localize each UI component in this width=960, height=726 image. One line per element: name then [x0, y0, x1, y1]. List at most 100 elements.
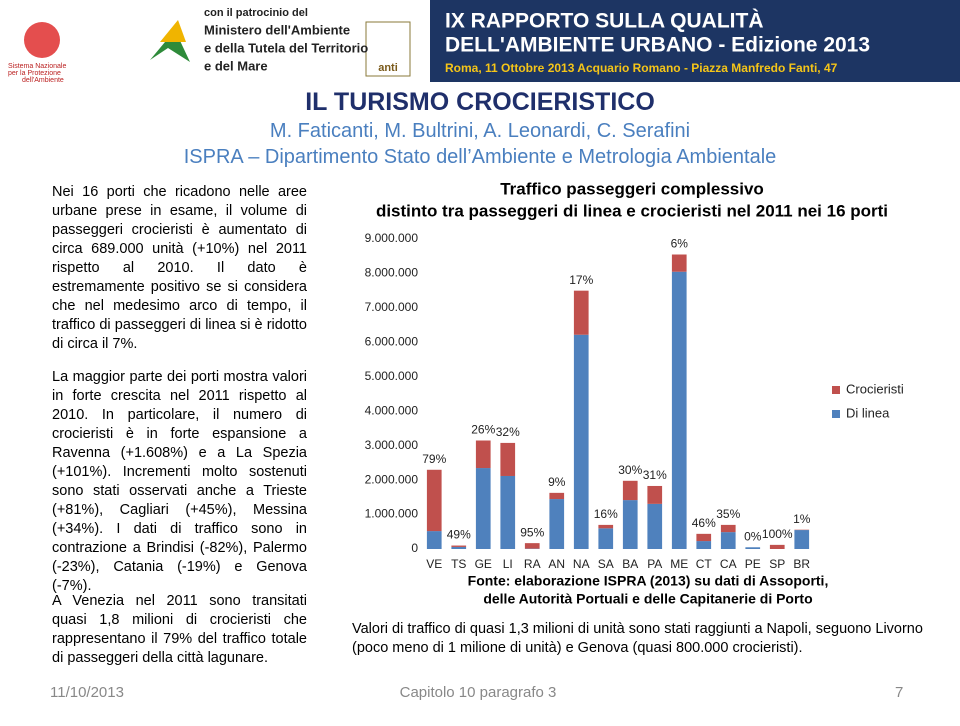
legend-swatch — [832, 386, 840, 394]
patronage: e del Mare — [204, 58, 268, 73]
bar-segment — [475, 440, 491, 469]
bar-segment — [647, 503, 663, 549]
bar-segment — [598, 528, 614, 549]
x-tick-label: NA — [573, 557, 590, 571]
chart-title: Traffico passeggeri complessivo — [500, 179, 764, 198]
bar-segment — [573, 290, 589, 335]
logo — [150, 30, 190, 62]
x-tick-label: PA — [647, 557, 662, 571]
y-tick-label: 5.000.000 — [365, 369, 419, 383]
logo-text: Sistema Nazionale — [8, 63, 66, 70]
x-tick-label: AN — [548, 557, 565, 571]
bar-segment — [500, 475, 516, 549]
percent-label: 6% — [671, 237, 689, 251]
bar-segment — [696, 541, 712, 549]
footer-section: Capitolo 10 paragrafo 3 — [400, 684, 557, 701]
legend-swatch — [832, 410, 840, 418]
y-tick-label: 9.000.000 — [365, 231, 419, 245]
bar-segment — [524, 543, 540, 549]
percent-label: 30% — [618, 463, 642, 477]
bar-segment — [769, 544, 785, 549]
bar-segment — [451, 545, 467, 547]
y-tick-label: 8.000.000 — [365, 266, 419, 280]
percent-label: 9% — [548, 475, 566, 489]
percent-label: 31% — [643, 468, 667, 482]
paragraph: Nei 16 porti che ricadono nelle aree urb… — [52, 184, 307, 352]
x-tick-label: VE — [426, 557, 442, 571]
y-tick-label: 7.000.000 — [365, 300, 419, 314]
legend-label: Di linea — [846, 405, 890, 420]
bar-segment — [696, 533, 712, 542]
percent-label: 100% — [762, 527, 793, 541]
bar-segment — [647, 485, 663, 504]
logo — [24, 22, 60, 58]
footer-date: 11/10/2013 — [50, 684, 124, 701]
x-tick-label: TS — [451, 557, 466, 571]
percent-label: 32% — [496, 425, 520, 439]
bar-segment — [622, 480, 638, 501]
bar-segment — [622, 500, 638, 549]
x-tick-label: BA — [622, 557, 638, 571]
x-tick-label: BR — [793, 557, 810, 571]
patronage: e della Tutela del Territorio — [204, 40, 368, 55]
bar-segment — [671, 271, 687, 549]
percent-label: 79% — [422, 452, 446, 466]
bar-segment — [720, 524, 736, 533]
percent-label: 35% — [716, 507, 740, 521]
x-tick-label: CA — [720, 557, 737, 571]
y-tick-label: 6.000.000 — [365, 335, 419, 349]
patronage: Ministero dell'Ambiente — [204, 22, 350, 37]
percent-label: 17% — [569, 273, 593, 287]
banner — [430, 0, 960, 82]
x-tick-label: LI — [503, 557, 513, 571]
bar-segment — [549, 499, 565, 549]
percent-label: 95% — [520, 525, 544, 539]
title: IL TURISMO CROCIERISTICO — [305, 88, 655, 116]
bar-segment — [475, 468, 491, 549]
logo-text: per la Protezione — [8, 70, 61, 77]
bar-segment — [573, 334, 589, 549]
bar-segment — [451, 546, 467, 549]
paragraph: A Venezia nel 2011 sono transitati quasi… — [52, 593, 307, 666]
y-tick-label: 0 — [411, 541, 418, 555]
paragraph: La maggior parte dei porti mostra valori… — [52, 369, 307, 594]
bar-segment — [745, 547, 761, 549]
y-tick-label: 3.000.000 — [365, 438, 419, 452]
logo-text: dell'Ambiente — [22, 77, 64, 84]
bar-segment — [794, 530, 810, 549]
bar-segment — [720, 532, 736, 549]
source: delle Autorità Portuali e delle Capitane… — [483, 591, 812, 607]
banner-title: DELL'AMBIENTE URBANO - Edizione 2013 — [445, 34, 870, 57]
affiliation: ISPRA – Dipartimento Stato dell’Ambiente… — [183, 146, 777, 168]
y-tick-label: 1.000.000 — [365, 507, 419, 521]
legend-label: Crocieristi — [846, 381, 904, 396]
bar-segment — [671, 254, 687, 272]
bar-segment — [549, 492, 565, 500]
footer-page: 7 — [895, 684, 903, 701]
percent-label: 49% — [447, 528, 471, 542]
percent-label: 46% — [692, 516, 716, 530]
logo — [160, 20, 186, 42]
chart-subtitle: distinto tra passeggeri di linea e croci… — [376, 201, 888, 220]
source: Fonte: elaborazione ISPRA (2013) su dati… — [468, 573, 829, 589]
banner-title: IX RAPPORTO SULLA QUALITÀ — [445, 10, 764, 33]
logo-text: anti — [378, 62, 398, 74]
bar-segment — [426, 469, 442, 532]
x-tick-label: PE — [745, 557, 761, 571]
x-tick-label: CT — [696, 557, 713, 571]
logo — [365, 21, 411, 77]
authors: M. Faticanti, M. Bultrini, A. Leonardi, … — [269, 120, 691, 142]
bar-segment — [500, 442, 516, 476]
patronage: con il patrocinio del — [204, 7, 308, 19]
percent-label: 26% — [471, 423, 495, 437]
x-tick-label: ME — [670, 557, 688, 571]
x-tick-label: SA — [598, 557, 614, 571]
banner-subtitle: Roma, 11 Ottobre 2013 Acquario Romano - … — [445, 61, 838, 75]
y-tick-label: 4.000.000 — [365, 403, 419, 417]
bar-segment — [598, 524, 614, 529]
y-tick-label: 2.000.000 — [365, 472, 419, 486]
x-tick-label: GE — [475, 557, 492, 571]
percent-label: 0% — [744, 529, 762, 543]
